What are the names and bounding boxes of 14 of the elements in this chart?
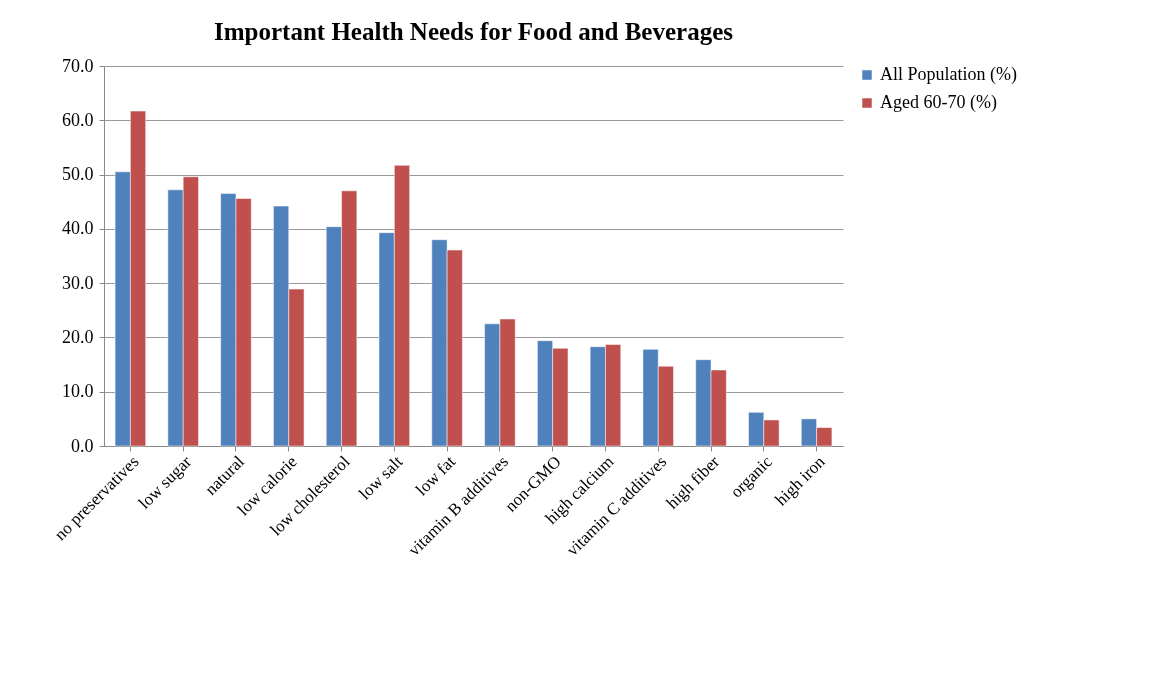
y-tick-label: 30.0 — [62, 272, 94, 293]
y-tick-label: 20.0 — [62, 326, 94, 347]
legend-label: Aged 60-70 (%) — [880, 92, 997, 113]
y-tick-label: 60.0 — [62, 109, 94, 130]
chart-title: Important Health Needs for Food and Beverages — [214, 18, 734, 45]
y-tick-label: 0.0 — [71, 435, 94, 456]
legend-label: All Population (%) — [880, 64, 1017, 85]
y-tick-label: 40.0 — [62, 218, 94, 239]
x-tick-label: high iron — [771, 451, 829, 510]
x-tick-label: low fat — [411, 451, 460, 500]
y-tick-label: 50.0 — [62, 164, 94, 185]
x-tick-label: low salt — [355, 451, 407, 504]
y-tick-label: 70.0 — [62, 55, 94, 76]
y-tick-label: 10.0 — [62, 381, 94, 402]
